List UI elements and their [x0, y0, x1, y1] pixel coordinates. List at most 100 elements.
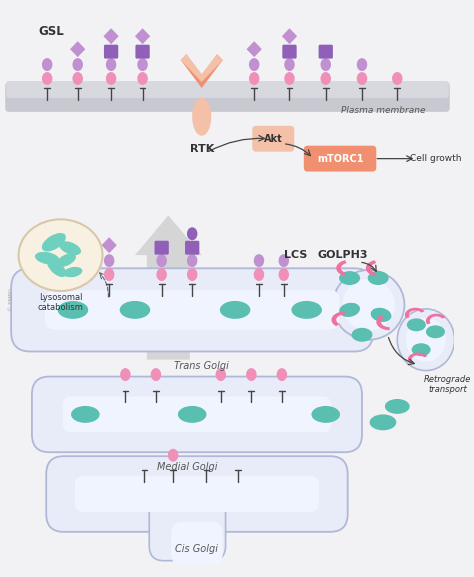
Text: Lysosomal
catabolism: Lysosomal catabolism	[37, 293, 83, 312]
Ellipse shape	[120, 368, 131, 381]
Polygon shape	[246, 41, 262, 57]
Ellipse shape	[137, 58, 148, 71]
Polygon shape	[282, 28, 297, 44]
Ellipse shape	[56, 253, 76, 267]
Polygon shape	[135, 28, 150, 44]
Ellipse shape	[187, 268, 198, 281]
Ellipse shape	[47, 259, 66, 277]
Polygon shape	[426, 314, 446, 324]
Ellipse shape	[104, 268, 114, 281]
Ellipse shape	[371, 308, 392, 322]
Polygon shape	[331, 312, 345, 326]
Ellipse shape	[106, 58, 116, 71]
Ellipse shape	[339, 303, 360, 317]
Ellipse shape	[254, 268, 264, 281]
Ellipse shape	[106, 72, 116, 85]
Ellipse shape	[339, 271, 360, 285]
Ellipse shape	[178, 406, 207, 423]
Ellipse shape	[71, 406, 100, 423]
FancyBboxPatch shape	[171, 522, 223, 565]
Ellipse shape	[119, 301, 150, 319]
Polygon shape	[408, 353, 428, 363]
Polygon shape	[376, 316, 390, 330]
Ellipse shape	[254, 254, 264, 267]
Ellipse shape	[151, 368, 161, 381]
Polygon shape	[405, 308, 425, 319]
Ellipse shape	[216, 368, 226, 381]
Ellipse shape	[18, 219, 102, 291]
Ellipse shape	[156, 254, 167, 267]
Ellipse shape	[59, 241, 81, 255]
Ellipse shape	[342, 279, 395, 331]
FancyBboxPatch shape	[136, 44, 150, 59]
Text: Plasma membrane: Plasma membrane	[341, 106, 425, 115]
Ellipse shape	[370, 414, 396, 430]
Polygon shape	[70, 41, 85, 57]
Ellipse shape	[42, 58, 53, 71]
Polygon shape	[181, 54, 223, 82]
Ellipse shape	[187, 227, 198, 240]
Ellipse shape	[64, 267, 82, 278]
Ellipse shape	[392, 72, 402, 85]
Polygon shape	[101, 237, 117, 253]
Ellipse shape	[284, 58, 295, 71]
Ellipse shape	[385, 399, 410, 414]
Text: Cell growth: Cell growth	[410, 154, 461, 163]
Ellipse shape	[357, 72, 367, 85]
FancyBboxPatch shape	[149, 499, 226, 561]
Ellipse shape	[411, 343, 431, 356]
Ellipse shape	[42, 233, 66, 252]
Ellipse shape	[156, 268, 167, 281]
Text: GSL: GSL	[38, 25, 64, 38]
FancyBboxPatch shape	[32, 377, 362, 452]
FancyBboxPatch shape	[75, 476, 319, 512]
Ellipse shape	[397, 309, 455, 370]
Polygon shape	[103, 28, 118, 44]
Ellipse shape	[320, 58, 331, 71]
Ellipse shape	[246, 368, 256, 381]
FancyBboxPatch shape	[6, 81, 449, 98]
Ellipse shape	[249, 58, 259, 71]
Ellipse shape	[187, 254, 198, 267]
Ellipse shape	[58, 301, 88, 319]
Text: Akt: Akt	[264, 134, 283, 144]
FancyBboxPatch shape	[185, 241, 200, 254]
Text: GOLPH3: GOLPH3	[318, 250, 368, 260]
Ellipse shape	[311, 406, 340, 423]
FancyBboxPatch shape	[63, 396, 331, 432]
FancyBboxPatch shape	[11, 268, 373, 351]
FancyBboxPatch shape	[45, 290, 339, 329]
Ellipse shape	[407, 319, 426, 331]
Ellipse shape	[333, 270, 404, 340]
Ellipse shape	[277, 368, 287, 381]
Ellipse shape	[249, 72, 259, 85]
FancyBboxPatch shape	[104, 44, 118, 59]
Text: Trans Golgi: Trans Golgi	[174, 361, 229, 372]
Ellipse shape	[368, 271, 389, 285]
Ellipse shape	[220, 301, 250, 319]
Ellipse shape	[320, 72, 331, 85]
Ellipse shape	[192, 98, 211, 136]
Text: © EMBO: © EMBO	[9, 288, 14, 312]
Text: mTORC1: mTORC1	[317, 153, 363, 164]
Text: Cis Golgi: Cis Golgi	[175, 544, 219, 554]
Ellipse shape	[279, 254, 289, 267]
Polygon shape	[336, 260, 346, 276]
Text: LCS: LCS	[283, 250, 307, 260]
FancyBboxPatch shape	[283, 44, 297, 59]
Ellipse shape	[352, 328, 373, 342]
Polygon shape	[366, 260, 376, 276]
Ellipse shape	[35, 252, 59, 264]
Ellipse shape	[73, 72, 83, 85]
Polygon shape	[199, 54, 223, 88]
Text: RTK: RTK	[190, 144, 214, 153]
FancyBboxPatch shape	[252, 126, 294, 152]
Ellipse shape	[137, 72, 148, 85]
Text: Retrograde
transport: Retrograde transport	[424, 374, 472, 394]
FancyBboxPatch shape	[46, 456, 348, 532]
Ellipse shape	[104, 254, 114, 267]
Ellipse shape	[426, 325, 445, 338]
FancyBboxPatch shape	[304, 145, 376, 171]
Ellipse shape	[42, 72, 53, 85]
Text: Medial Golgi: Medial Golgi	[157, 462, 218, 472]
